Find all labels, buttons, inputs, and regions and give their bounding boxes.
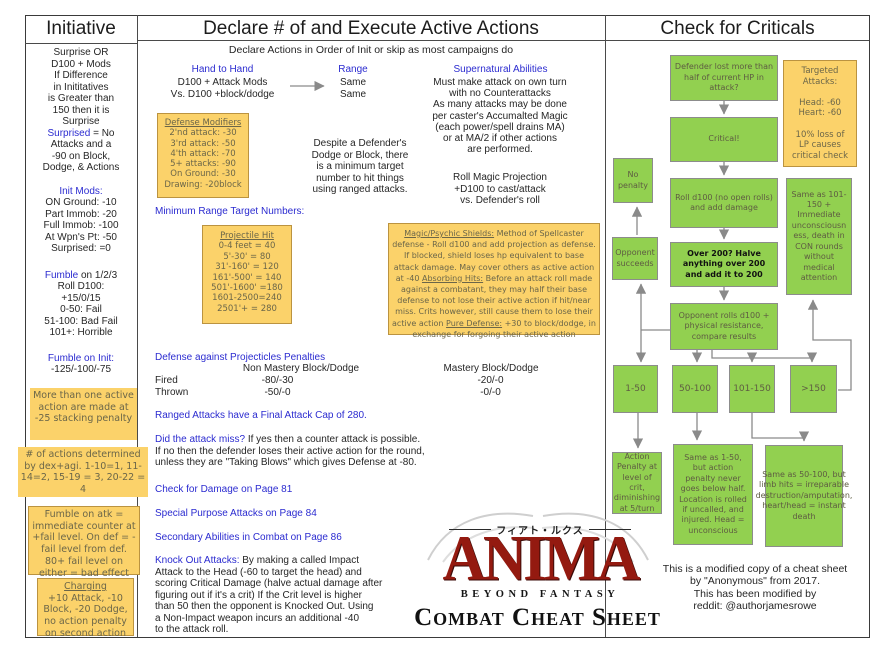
surprised-label: Surprised: [47, 127, 91, 139]
magic-shields-box: Magic/Psychic Shields: Method of Spellca…: [388, 223, 600, 339]
projectile-hit-box: Projectile Hit 0-4 feet = 40 5'-30' = 80…: [202, 225, 292, 324]
projectile-hit-title: Projectile Hit: [220, 231, 274, 241]
secondary-abilities-page-link: Secondary Abilities in Combat on Page 86: [155, 532, 342, 543]
right-title-underline: [605, 40, 869, 41]
charging-body: +10 Attack, -10 Block, -20 Dodge, no act…: [43, 592, 128, 639]
fumble-list: Roll D100: +15/0/15 0-50: Fail 51-100: B…: [44, 281, 118, 338]
defense-table-row2-label: Thrown: [155, 387, 189, 398]
flow-over-200: Over 200? Halve anything over 200 and ad…: [670, 242, 778, 287]
knock-out-block: Knock Out Attacks: By making a called Im…: [155, 555, 435, 636]
flow-range-101-150: 101-150: [729, 365, 775, 413]
flow-range-50-100: 50-100: [672, 365, 718, 413]
range-heading: Range: [338, 64, 368, 75]
init-mods-heading: Init Mods:: [59, 185, 103, 197]
sheet-border: [25, 15, 870, 638]
charging-title: Charging: [64, 581, 107, 592]
pure-defense-text: +30 to block/dodge, in exchange for forg…: [412, 318, 596, 339]
flow-result-50-100: Same as 1-50, but action penalty never g…: [673, 444, 753, 545]
logo-jp-line: フィアト・ルクス: [430, 522, 650, 537]
surprised-rule: Surprised = No: [27, 128, 135, 140]
initiative-column: Initiative Surprise OR D100 + Mods If Di…: [27, 18, 135, 376]
hand-to-hand-lines: D100 + Attack Mods Vs. D100 +block/dodge: [170, 77, 275, 100]
fumble-label: Fumble: [44, 269, 79, 281]
fumble-init-heading: Fumble on Init:: [47, 352, 115, 364]
flow-opponent-rolls: Opponent rolls d100 + physical resistanc…: [670, 303, 778, 350]
flow-result-1-50: Action Penalty at level of crit, diminis…: [612, 451, 662, 514]
magic-shields-text: Method of Spellcaster defense - Roll d10…: [392, 229, 596, 283]
surprised-text: = No: [90, 127, 115, 139]
knock-out-heading: Knock Out Attacks:: [155, 555, 240, 566]
middle-title-underline: [137, 40, 605, 41]
note-fumble-on-attack: Fumble on atk = immediate counter at +fa…: [28, 506, 140, 579]
projectile-hit-lines: 0-4 feet = 40 5'-30' = 80 31'-160' = 120…: [211, 241, 283, 314]
logo-tagline: BEYOND FANTASY: [460, 589, 620, 600]
flow-range-gt150: >150: [790, 365, 837, 413]
left-title-underline: [25, 43, 137, 44]
init-mods-list: ON Ground: -10 Part Immob: -20 Full Immo…: [43, 197, 119, 254]
defense-table-row2-mastery: -0/-0: [480, 387, 501, 398]
flow-opponent-succeeds: Opponent succeeds: [612, 237, 658, 280]
sheet-title: Combat Cheat Sheet: [414, 604, 661, 631]
knock-out-lines: Attack to the Head (-60 to target the he…: [155, 566, 383, 636]
note-number-of-actions: # of actions determined by dex+agi. 1-10…: [18, 447, 148, 497]
logo-anima: ANIMA: [442, 522, 641, 594]
defense-table-row2-nonmastery: -50/-0: [264, 387, 291, 398]
initiative-title: Initiative: [46, 18, 116, 39]
flow-half-hp-question: Defender lost more than half of current …: [670, 55, 778, 101]
damage-page-link: Check for Damage on Page 81: [155, 484, 293, 495]
absorbing-hits-label: Absorbing Hits:: [421, 273, 484, 283]
logo-jp-dash-right: [588, 528, 631, 531]
defense-modifiers-box: Defense Modifiers 2'nd attack: -30 3'rd …: [157, 113, 249, 198]
surprised-penalties: Attacks and a -90 on Block, Dodge, & Act…: [42, 139, 120, 173]
logo-jp-dash-left: [449, 528, 492, 531]
flow-range-1-50: 1-50: [613, 365, 658, 413]
flow-result-101-150: Same as 50-100, but limb hits = irrepara…: [756, 445, 852, 547]
middle-subtitle: Declare Actions in Order of Init or skip…: [228, 44, 514, 56]
knock-out-text1: By making a called Impact: [239, 555, 359, 566]
fumble-init-value: -125/-100/-75: [50, 364, 112, 375]
divider-left-middle: [137, 15, 138, 637]
minimum-target-note: Despite a Defender's Dodge or Block, the…: [311, 138, 409, 196]
defense-table-row1-nonmastery: -80/-30: [261, 375, 294, 386]
defense-table-row1-label: Fired: [155, 375, 178, 386]
defense-modifiers-lines: 2'nd attack: -30 3'rd attack: -50 4'th a…: [164, 128, 242, 190]
supernatural-rules: Must make attack on own turn with no Cou…: [432, 77, 568, 156]
ranged-cap-note: Ranged Attacks have a Final Attack Cap o…: [155, 410, 367, 421]
fumble-heading: Fumble on 1/2/3: [27, 270, 135, 282]
absorbing-hits-text: Before an attack roll made against a com…: [392, 273, 593, 328]
fumble-text: on 1/2/3: [78, 269, 118, 281]
supernatural-heading: Supernatural Abilities: [453, 64, 548, 75]
magic-projection-rule: Roll Magic Projection +D100 to cast/atta…: [453, 172, 547, 207]
criticals-title: Check for Criticals: [660, 18, 815, 39]
defense-table-row1-mastery: -20/-0: [477, 375, 504, 386]
minimum-range-heading: Minimum Range Target Numbers:: [155, 206, 305, 217]
attack-miss-text1: If yes then a counter attack is possible…: [245, 434, 421, 445]
attack-miss-lines: If no then the defender loses their acti…: [155, 445, 425, 469]
logo-jp-text: フィアト・ルクス: [496, 526, 584, 537]
attack-miss-block: Did the attack miss? If yes then a count…: [155, 434, 475, 469]
attack-miss-heading: Did the attack miss?: [155, 434, 246, 445]
defense-modifiers-title: Defense Modifiers: [164, 118, 242, 128]
note-charging: Charging +10 Attack, -10 Block, -20 Dodg…: [37, 578, 134, 639]
flow-critical: Critical!: [670, 117, 778, 162]
magic-shields-label: Magic/Psychic Shields:: [404, 229, 495, 238]
flow-no-penalty: No penalty: [613, 158, 653, 203]
defense-table-col1-header: Non Mastery Block/Dodge: [242, 363, 360, 374]
defense-table-col2-header: Mastery Block/Dodge: [443, 363, 539, 374]
attribution-footer: This is a modified copy of a cheat sheet…: [662, 563, 848, 613]
logo-wings: [427, 512, 649, 563]
hand-to-hand-heading: Hand to Hand: [191, 64, 254, 75]
divider-middle-right: [605, 15, 606, 637]
middle-title: Declare # of and Execute Active Actions: [203, 18, 539, 39]
initiative-surprise-rules: Surprise OR D100 + Mods If Difference in…: [47, 47, 115, 127]
defense-projectiles-heading: Defense against Projecticles Penalties: [155, 352, 326, 363]
range-lines: Same Same: [339, 77, 367, 100]
flow-same-101-150: Same as 101-150 + Immediate unconsciousn…: [786, 178, 852, 295]
special-attacks-page-link: Special Purpose Attacks on Page 84: [155, 508, 317, 519]
note-stacking-penalty: More than one active action are made at …: [30, 388, 137, 440]
flow-roll-d100: Roll d100 (no open rolls) and add damage: [670, 178, 778, 228]
targeted-attacks-box: Targeted Attacks: Head: -60 Heart: -60 1…: [783, 60, 857, 167]
pure-defense-label: Pure Defense:: [446, 318, 503, 328]
